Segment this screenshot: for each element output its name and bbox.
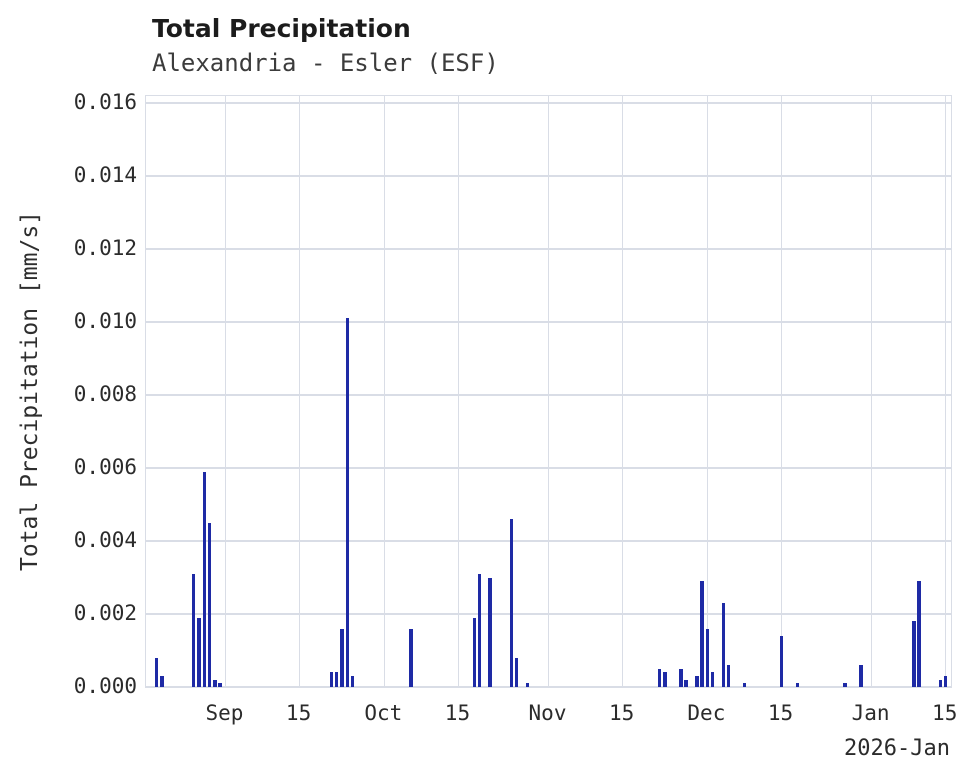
precipitation-bar — [340, 628, 344, 687]
precipitation-bar — [859, 665, 863, 687]
precipitation-bar — [679, 668, 683, 687]
y-tick-label: 0.000 — [73, 674, 137, 698]
precipitation-bar — [710, 672, 715, 687]
y-tick-label: 0.016 — [73, 90, 137, 114]
y-axis-label: Total Precipitation [mm/s] — [17, 210, 43, 572]
y-tick-label: 0.002 — [73, 601, 137, 625]
precipitation-bar — [514, 657, 519, 687]
precipitation-bar — [657, 668, 662, 687]
precipitation-bar — [202, 471, 206, 687]
precipitation-bar — [488, 577, 492, 687]
precipitation-bar — [477, 573, 482, 687]
precipitation-bar — [943, 676, 948, 687]
vertical-gridline — [870, 96, 873, 687]
precipitation-bar — [350, 676, 355, 687]
precipitation-bar — [684, 679, 688, 687]
vertical-gridline — [780, 96, 783, 687]
precipitation-bar — [409, 628, 413, 687]
x-axis-corner-label: 2026-Jan — [844, 736, 950, 761]
x-tick-label: Dec — [687, 701, 726, 725]
vertical-gridline — [224, 96, 227, 687]
vertical-gridline — [706, 96, 709, 687]
x-tick-label: 15 — [608, 701, 635, 725]
precipitation-bar — [721, 603, 726, 687]
precipitation-bar — [197, 617, 201, 687]
horizontal-gridline — [146, 686, 951, 688]
precipitation-bar — [705, 628, 710, 687]
precipitation-bar — [917, 581, 921, 687]
precipitation-bar — [695, 676, 699, 687]
precipitation-bar — [334, 672, 339, 687]
y-tick-label: 0.014 — [73, 163, 137, 187]
precipitation-bar — [509, 519, 514, 687]
y-tick-label: 0.010 — [73, 309, 137, 333]
x-tick-label: 15 — [444, 701, 471, 725]
plot-area — [145, 95, 952, 688]
precipitation-bar — [779, 635, 784, 687]
vertical-gridline — [944, 96, 947, 687]
precipitation-bar — [207, 522, 212, 687]
precipitation-bar — [160, 676, 164, 687]
precipitation-bar — [213, 679, 217, 687]
precipitation-bar — [912, 621, 916, 687]
x-tick-label: Nov — [528, 701, 567, 725]
precipitation-bar — [663, 672, 667, 687]
precipitation-bar — [218, 683, 222, 687]
precipitation-bar — [742, 683, 747, 687]
precipitation-bar — [154, 657, 159, 687]
precipitation-bar — [843, 683, 847, 687]
x-tick-label: 15 — [932, 701, 958, 725]
x-tick-label: Sep — [205, 701, 244, 725]
precipitation-bar — [726, 665, 731, 687]
vertical-gridline — [547, 96, 550, 687]
precipitation-bar — [938, 679, 943, 687]
x-tick-label: Oct — [364, 701, 403, 725]
chart-subtitle: Alexandria - Esler (ESF) — [152, 49, 499, 77]
y-tick-label: 0.004 — [73, 528, 137, 552]
precipitation-bar — [191, 573, 196, 687]
precipitation-bar — [525, 683, 530, 687]
vertical-gridline — [298, 96, 301, 687]
precipitation-bar — [472, 617, 477, 687]
x-tick-label: Jan — [851, 701, 890, 725]
vertical-gridline — [621, 96, 624, 687]
precipitation-bar — [329, 672, 334, 687]
precipitation-bar — [795, 683, 800, 687]
x-tick-label: 15 — [767, 701, 794, 725]
precipitation-bar — [345, 318, 349, 687]
y-tick-label: 0.008 — [73, 382, 137, 406]
vertical-gridline — [457, 96, 460, 687]
precipitation-bar — [700, 581, 704, 687]
x-tick-label: 15 — [285, 701, 312, 725]
chart-title: Total Precipitation — [152, 14, 411, 43]
vertical-gridline — [383, 96, 386, 687]
y-tick-label: 0.012 — [73, 236, 137, 260]
y-tick-label: 0.006 — [73, 455, 137, 479]
